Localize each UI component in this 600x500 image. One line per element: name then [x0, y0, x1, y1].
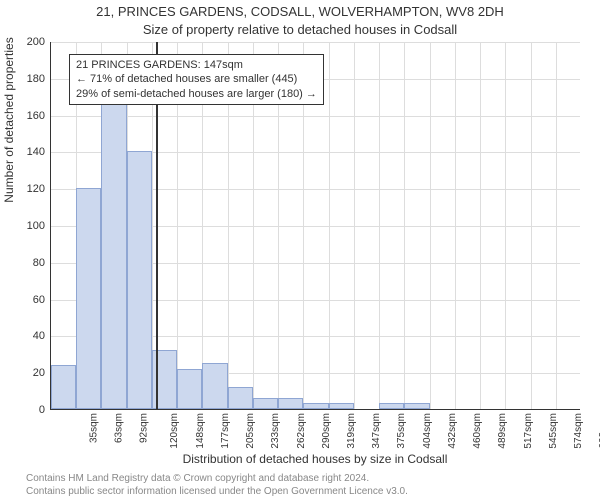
y-tick-label: 140 — [27, 146, 45, 158]
title-line-2: Size of property relative to detached ho… — [0, 22, 600, 37]
histogram-bar — [101, 78, 126, 409]
plot-area: 02040608010012014016018020035sqm63sqm92s… — [50, 42, 580, 410]
x-tick-label: 545sqm — [548, 413, 559, 449]
title-line-1: 21, PRINCES GARDENS, CODSALL, WOLVERHAMP… — [0, 4, 600, 19]
y-tick-label: 200 — [27, 36, 45, 48]
callout-box: 21 PRINCES GARDENS: 147sqm ← 71% of deta… — [69, 54, 324, 105]
histogram-bar — [253, 398, 278, 409]
gridline-v — [379, 42, 380, 409]
histogram-bar — [379, 403, 404, 409]
y-tick-label: 20 — [33, 367, 45, 379]
histogram-bar — [329, 403, 354, 409]
gridline-v — [430, 42, 431, 409]
gridline-h — [51, 42, 580, 43]
x-tick-label: 347sqm — [371, 413, 382, 449]
callout-line-3: 29% of semi-detached houses are larger (… — [76, 87, 317, 101]
x-tick-label: 35sqm — [88, 413, 99, 443]
gridline-v — [329, 42, 330, 409]
x-tick-label: 432sqm — [447, 413, 458, 449]
y-tick-label: 40 — [33, 330, 45, 342]
x-tick-label: 404sqm — [422, 413, 433, 449]
y-tick-label: 160 — [27, 110, 45, 122]
histogram-bar — [404, 403, 429, 409]
x-tick-label: 517sqm — [523, 413, 534, 449]
histogram-bar — [51, 365, 76, 409]
x-axis-label: Distribution of detached houses by size … — [50, 452, 580, 466]
gridline-v — [404, 42, 405, 409]
histogram-bar — [76, 188, 101, 409]
x-tick-label: 177sqm — [220, 413, 231, 449]
y-tick-label: 0 — [39, 404, 45, 416]
gridline-v — [354, 42, 355, 409]
x-tick-label: 120sqm — [169, 413, 180, 449]
gridline-h — [51, 116, 580, 117]
histogram-bar — [278, 398, 303, 409]
y-tick-label: 120 — [27, 183, 45, 195]
x-tick-label: 63sqm — [113, 413, 124, 443]
chart-container: 21, PRINCES GARDENS, CODSALL, WOLVERHAMP… — [0, 0, 600, 500]
histogram-bar — [303, 403, 328, 409]
y-tick-label: 80 — [33, 257, 45, 269]
x-tick-label: 205sqm — [245, 413, 256, 449]
x-tick-label: 489sqm — [498, 413, 509, 449]
x-tick-label: 233sqm — [270, 413, 281, 449]
gridline-v — [531, 42, 532, 409]
y-tick-label: 180 — [27, 73, 45, 85]
gridline-v — [505, 42, 506, 409]
gridline-v — [455, 42, 456, 409]
footer-line-2: Contains public sector information licen… — [26, 486, 408, 499]
x-tick-label: 574sqm — [573, 413, 584, 449]
x-tick-label: 290sqm — [321, 413, 332, 449]
x-tick-label: 262sqm — [296, 413, 307, 449]
callout-line-2: ← 71% of detached houses are smaller (44… — [76, 72, 317, 86]
x-tick-label: 460sqm — [472, 413, 483, 449]
footer-line-1: Contains HM Land Registry data © Crown c… — [26, 473, 408, 486]
y-tick-label: 60 — [33, 294, 45, 306]
x-tick-label: 319sqm — [346, 413, 357, 449]
x-tick-label: 375sqm — [397, 413, 408, 449]
callout-line-1: 21 PRINCES GARDENS: 147sqm — [76, 58, 317, 72]
y-axis-label: Number of detached properties — [2, 0, 22, 330]
gridline-v — [480, 42, 481, 409]
footer: Contains HM Land Registry data © Crown c… — [26, 473, 408, 498]
histogram-bar — [228, 387, 253, 409]
histogram-bar — [202, 363, 227, 409]
histogram-bar — [177, 369, 202, 409]
x-tick-label: 92sqm — [139, 413, 150, 443]
y-tick-label: 100 — [27, 220, 45, 232]
x-tick-label: 148sqm — [195, 413, 206, 449]
gridline-v — [556, 42, 557, 409]
histogram-bar — [127, 151, 152, 409]
